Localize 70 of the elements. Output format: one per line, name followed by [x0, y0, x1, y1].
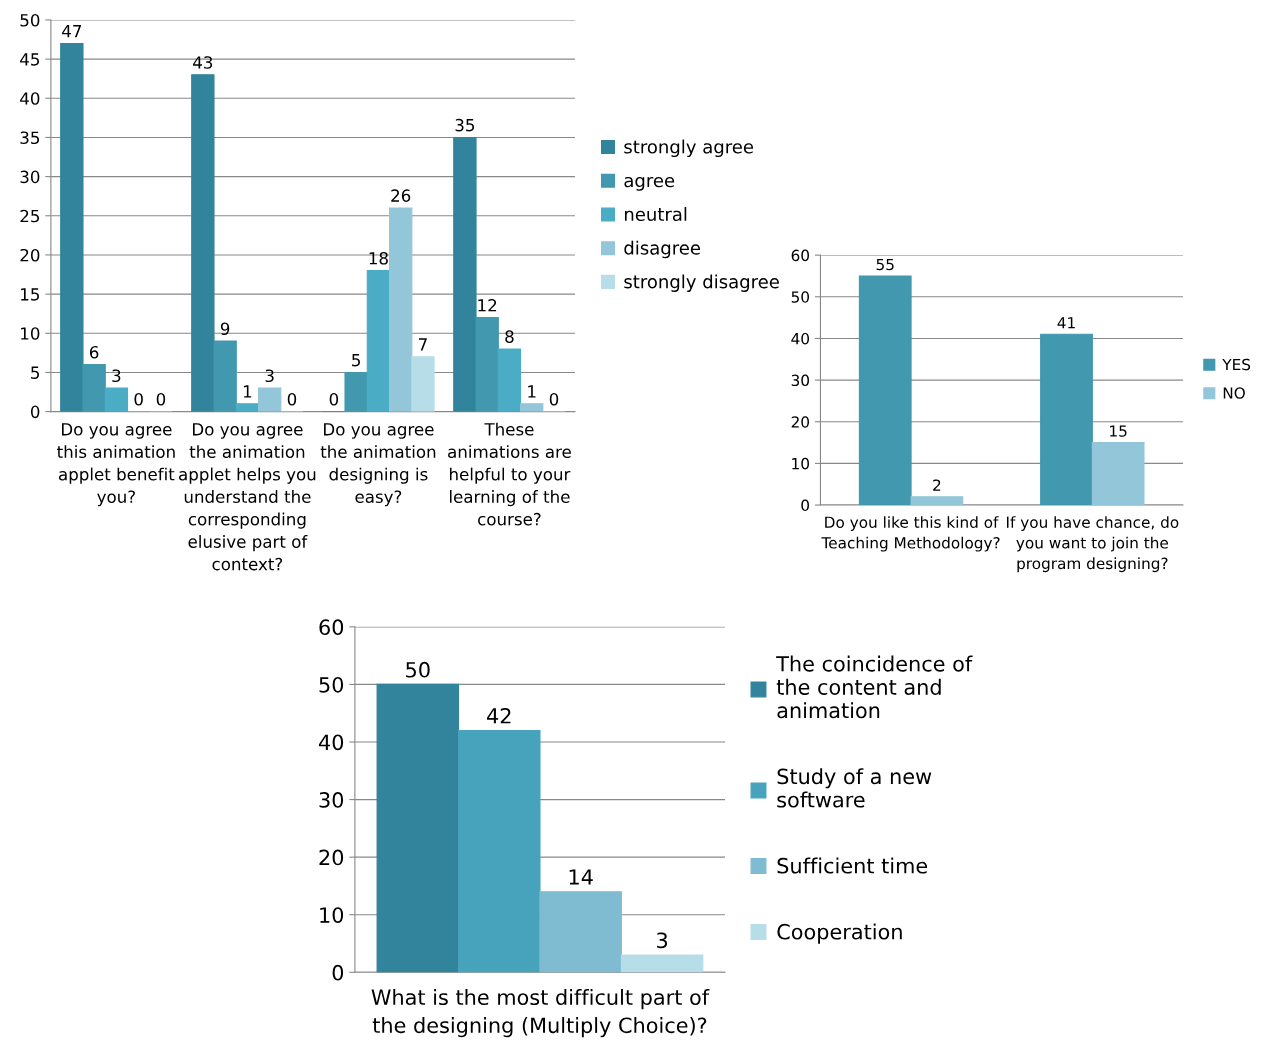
- x-tick-label: Do you like this kind of Teaching Methodology?: [821, 516, 1000, 552]
- y-tick-label: 5: [31, 366, 40, 379]
- data-label: 0: [156, 392, 166, 406]
- legend-label: agree: [624, 176, 675, 191]
- y-tick-label: 50: [791, 291, 810, 303]
- y-tick-label: 60: [791, 249, 810, 262]
- data-label: 1: [528, 385, 536, 398]
- data-label: 43: [193, 56, 213, 69]
- y-tick-label: 40: [20, 92, 40, 105]
- legend-label: neutral: [624, 207, 687, 222]
- y-tick-label: 0: [30, 405, 40, 419]
- legend-label: Cooperation: [777, 923, 902, 944]
- data-label: 2: [933, 479, 941, 491]
- y-tick-label: 10: [792, 457, 810, 470]
- data-label: 41: [1057, 317, 1075, 329]
- y-tick-label: 30: [319, 792, 344, 808]
- data-label: 8: [505, 330, 514, 343]
- y-tick-label: 20: [20, 248, 40, 262]
- data-label: 3: [112, 369, 121, 383]
- y-tick-label: 40: [318, 734, 344, 751]
- y-tick-label: 20: [791, 416, 810, 428]
- y-tick-label: 10: [320, 907, 344, 923]
- data-label: 42: [487, 707, 511, 724]
- y-tick-label: 25: [20, 209, 40, 223]
- y-tick-label: 35: [20, 131, 40, 145]
- y-tick-label: 30: [791, 374, 810, 387]
- data-label: 18: [369, 251, 388, 265]
- data-label: 0: [287, 392, 297, 406]
- y-tick-label: 20: [319, 849, 344, 866]
- legend-label: Study of a new software: [777, 768, 932, 808]
- x-tick-label: These animations are helpful to your learning of the course?: [448, 422, 571, 526]
- legend-label: NO: [1223, 387, 1245, 399]
- data-label: 6: [89, 345, 99, 359]
- legend-label: strongly disagree: [624, 274, 779, 292]
- data-label: 5: [352, 354, 360, 367]
- data-label: 0: [549, 392, 559, 406]
- y-tick-label: 0: [801, 499, 810, 512]
- y-tick-label: 60: [319, 619, 344, 636]
- y-tick-label: 10: [21, 327, 40, 340]
- legend-label: The coincidence of the content and animation: [776, 655, 973, 719]
- x-tick-label: Do you agree this animation applet benefit you?: [57, 423, 175, 507]
- x-tick-label: Do you agree the animation designing is easy?: [320, 423, 436, 507]
- x-tick-label: If you have chance, do you want to join the program designing?: [1006, 516, 1179, 573]
- data-label: 50: [406, 661, 430, 678]
- data-label: 26: [391, 189, 411, 202]
- legend-label: disagree: [624, 240, 701, 259]
- y-tick-label: 50: [20, 13, 40, 27]
- y-tick-label: 0: [332, 964, 344, 981]
- y-tick-label: 40: [791, 332, 810, 345]
- y-tick-label: 15: [21, 288, 40, 301]
- data-label: 0: [134, 392, 143, 406]
- data-label: 3: [657, 932, 668, 949]
- y-tick-label: 45: [20, 53, 40, 66]
- data-label: 55: [876, 258, 894, 271]
- x-axis-title: What is the most difficult part of the designing (Multiply Choice)?: [371, 988, 710, 1038]
- legend-label: YES: [1222, 358, 1251, 371]
- data-label: 1: [243, 385, 252, 398]
- legend-label: Sufficient time: [777, 857, 928, 874]
- y-tick-label: 50: [319, 676, 344, 693]
- y-tick-label: 30: [20, 170, 40, 184]
- legend-label: strongly agree: [624, 139, 754, 158]
- data-label: 35: [455, 118, 475, 132]
- data-label: 9: [220, 322, 230, 336]
- data-label: 3: [265, 369, 274, 383]
- data-label: 47: [62, 25, 82, 38]
- data-label: 14: [569, 869, 593, 885]
- data-label: 15: [1110, 425, 1127, 437]
- data-label: 12: [478, 298, 497, 312]
- data-label: 7: [419, 338, 427, 351]
- x-tick-label: Do you agree the animation applet helps you understand the corresponding elusive part of context?: [179, 423, 316, 571]
